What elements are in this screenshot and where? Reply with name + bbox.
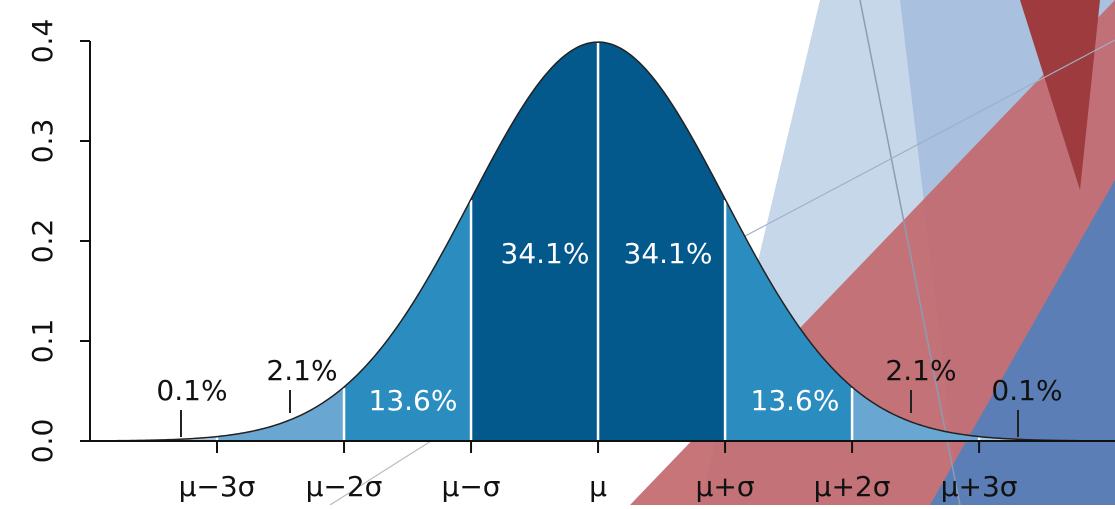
x-tick-label: μ [589, 470, 607, 503]
y-tick-label: 0.4 [26, 19, 59, 64]
value-label: 0.1% [991, 374, 1062, 407]
band [852, 387, 980, 441]
x-tick-label: μ−σ [442, 470, 501, 503]
band [471, 42, 599, 442]
x-tick-label: μ−3σ [179, 470, 256, 503]
x-tick-label: μ+2σ [814, 470, 891, 503]
x-tick-label: μ+3σ [941, 470, 1018, 503]
band [217, 387, 345, 441]
bg-line [699, 39, 1115, 261]
bg-shape [1020, 0, 1100, 190]
value-label: 13.6% [369, 384, 458, 417]
value-label: 13.6% [751, 384, 840, 417]
value-label: 2.1% [266, 354, 337, 387]
curve [89, 41, 1115, 442]
x-tick-label: μ+σ [696, 470, 755, 503]
bg-line [859, 0, 961, 506]
band [979, 436, 1115, 441]
y-tick-label: 0.3 [26, 119, 59, 164]
value-label: 0.1% [156, 374, 227, 407]
value-label: 34.1% [624, 237, 713, 270]
y-tick-label: 0.1 [26, 319, 59, 364]
value-label: 2.1% [885, 354, 956, 387]
band [598, 42, 726, 442]
value-label: 34.1% [501, 237, 590, 270]
x-tick-label: μ−2σ [306, 470, 383, 503]
bg-shape [930, 180, 1115, 505]
band [90, 436, 218, 441]
y-tick-label: 0.0 [26, 419, 59, 464]
y-tick-label: 0.2 [26, 219, 59, 264]
